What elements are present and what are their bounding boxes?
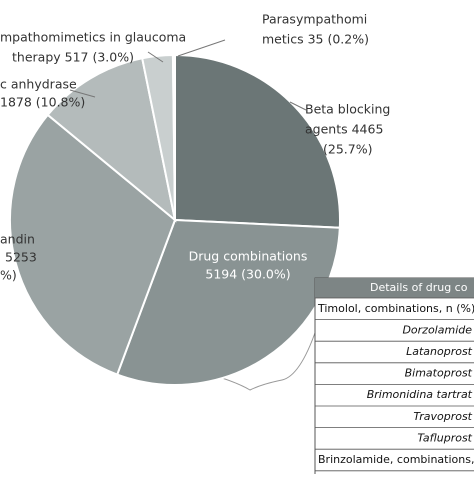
- slice-label: 1878 (10.8%): [0, 95, 85, 110]
- slice-label: andin: [0, 232, 35, 247]
- table-cell: Bimatoprost: [405, 367, 473, 380]
- slice-label: %): [0, 268, 17, 283]
- table-header: Details of drug co: [370, 281, 468, 294]
- table-cell: Timolol, combinations, n (%): [317, 302, 474, 315]
- slice-label: 5194 (30.0%): [205, 267, 290, 282]
- slice-label: metics 35 (0.2%): [262, 32, 369, 47]
- leader-line: [289, 101, 307, 111]
- table-cell: Brinzolamide, combinations,: [318, 453, 474, 466]
- slice-label: agents 4465: [305, 122, 383, 137]
- table-cell: Tafluprost: [417, 431, 472, 444]
- pie-slice: [9, 113, 177, 376]
- leader-line: [69, 89, 96, 98]
- pie-slice: [115, 218, 341, 386]
- slice-label: mpathomimetics in glaucoma: [0, 30, 186, 45]
- table-cell: Dorzolamide: [402, 323, 472, 336]
- slice-label: Parasympathomi: [262, 12, 367, 27]
- table-cell: Travoprost: [413, 410, 472, 423]
- pie-slice: [46, 57, 177, 223]
- table-frame: [314, 277, 474, 478]
- table-header-bg: [315, 278, 474, 298]
- slice-label: c anhydrase: [0, 77, 77, 92]
- slice-label: 5253: [5, 250, 37, 265]
- leader-line: [177, 39, 226, 57]
- pie-slice: [171, 53, 176, 221]
- table-cell: Latanoprost: [406, 345, 473, 358]
- slice-label: (25.7%): [323, 142, 372, 157]
- slice-label: Drug combinations: [189, 249, 308, 264]
- slice-label: Beta blocking: [305, 102, 390, 117]
- table-cell: Brimonidina tartrat: [367, 388, 473, 401]
- pie-slice: [174, 53, 341, 229]
- slice-label: therapy 517 (3.0%): [12, 50, 134, 65]
- leader-line: [147, 51, 164, 63]
